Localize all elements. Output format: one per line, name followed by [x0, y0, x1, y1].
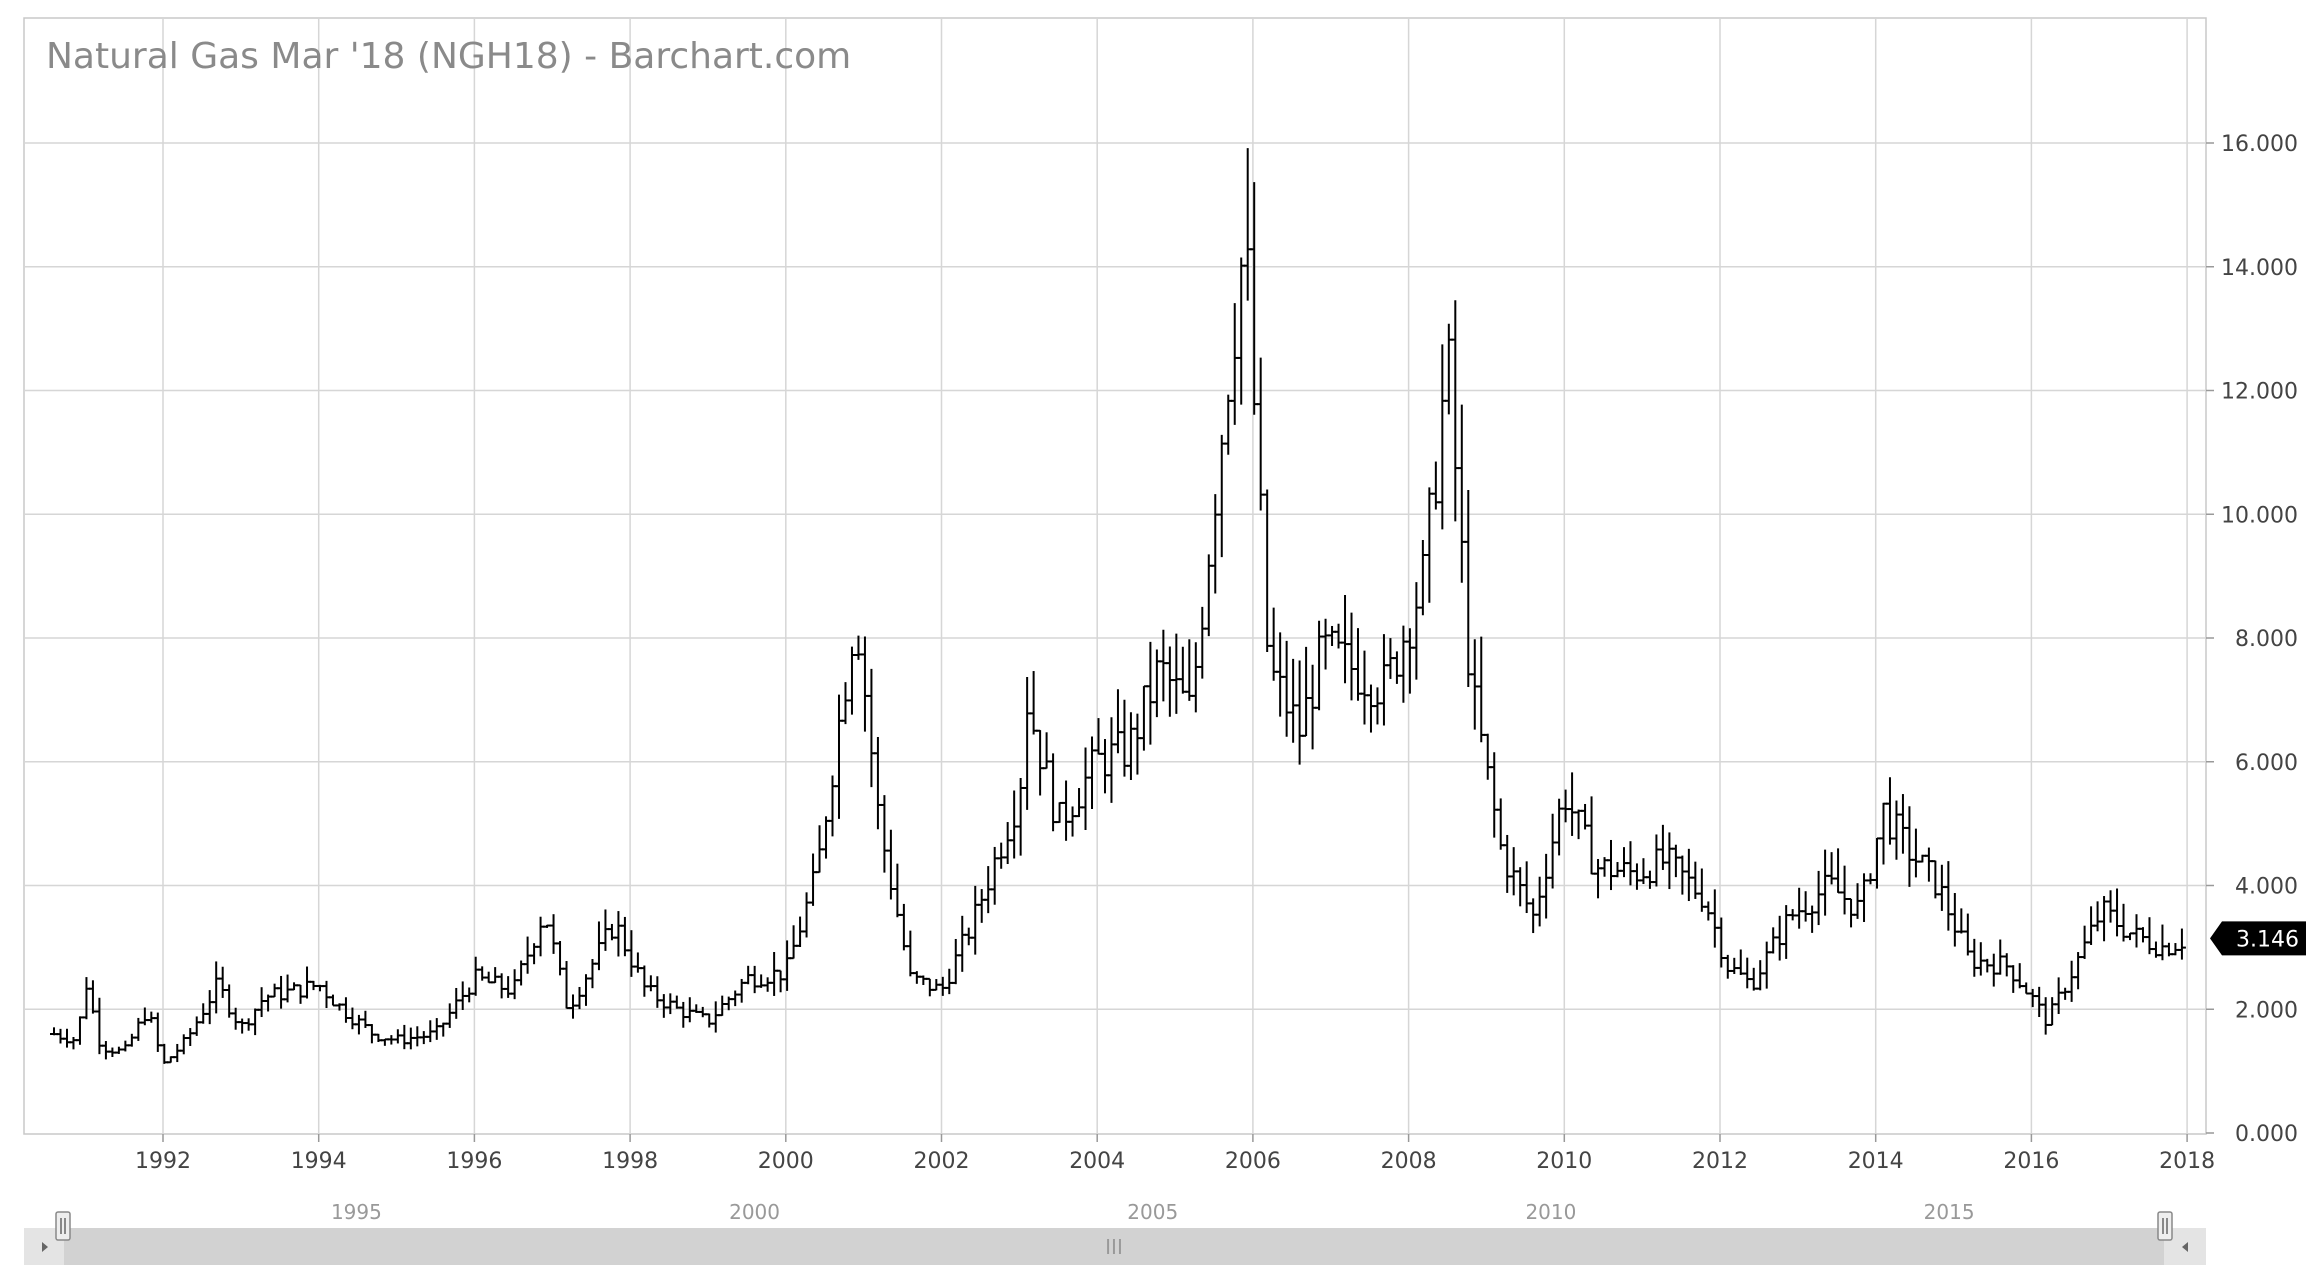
ohlc-bars: [50, 148, 2186, 1064]
y-tick-label: 4.000: [2235, 875, 2298, 900]
x-axis: 1992 1994 1996 1998 2000 2002 2004 2006 2008 2010…: [135, 1134, 2215, 1174]
x-tick-label: 2004: [1069, 1149, 1125, 1174]
last-price-label: 3.146: [2236, 927, 2299, 952]
y-tick-label: 12.000: [2221, 380, 2298, 405]
navigator-tick-label: 2005: [1127, 1200, 1178, 1224]
y-tick-label: 14.000: [2221, 256, 2298, 281]
ohlc-bar: [2177, 928, 2186, 960]
navigator-tick-label: 2010: [1525, 1200, 1576, 1224]
y-tick-label: 2.000: [2235, 998, 2298, 1023]
last-price-tag: [2210, 921, 2306, 956]
navigator-scrollbar[interactable]: [64, 1228, 2164, 1265]
chart-title: Natural Gas Mar '18 (NGH18) - Barchart.c…: [46, 36, 851, 77]
x-tick-label: 1998: [602, 1149, 658, 1174]
x-tick-label: 2002: [914, 1149, 970, 1174]
x-tick-label: 1994: [291, 1149, 347, 1174]
navigator-tick-label: 2015: [1924, 1200, 1975, 1224]
last-price-marker: 3.146: [2210, 921, 2306, 956]
navigator[interactable]: 1995 2000 2005 2010 2015 III: [24, 1200, 2206, 1265]
x-tick-label: 2006: [1225, 1149, 1281, 1174]
navigator-tick-label: 1995: [331, 1200, 382, 1224]
navigator-left-handle[interactable]: [55, 1211, 71, 1241]
navigator-tick-label: 2000: [729, 1200, 780, 1224]
x-tick-label: 2008: [1381, 1149, 1437, 1174]
x-tick-label: 1996: [446, 1149, 502, 1174]
y-tick-label: 10.000: [2221, 503, 2298, 528]
scrollbar-grip[interactable]: III: [1105, 1235, 1123, 1259]
x-tick-label: 1992: [135, 1149, 191, 1174]
y-axis: 0.000 2.000 4.000 6.000 8.000 10.000 12.000 14.…: [2206, 132, 2298, 1147]
x-tick-label: 2018: [2159, 1149, 2215, 1174]
x-tick-label: 2000: [758, 1149, 814, 1174]
y-tick-label: 6.000: [2235, 751, 2298, 776]
x-tick-label: 2014: [1848, 1149, 1904, 1174]
plot-frame: [23, 17, 2207, 1135]
navigator-axis: 1995 2000 2005 2010 2015: [331, 1200, 1975, 1224]
navigator-right-handle[interactable]: [2157, 1211, 2173, 1241]
scroll-right-arrow-icon[interactable]: [2182, 1242, 2188, 1252]
y-tick-label: 16.000: [2221, 132, 2298, 157]
x-tick-label: 2010: [1536, 1149, 1592, 1174]
y-tick-label: 8.000: [2235, 627, 2298, 652]
x-tick-label: 2016: [2003, 1149, 2059, 1174]
y-tick-label: 0.000: [2235, 1122, 2298, 1147]
x-tick-label: 2012: [1692, 1149, 1748, 1174]
grid: [24, 18, 2206, 1134]
scroll-left-arrow-icon[interactable]: [42, 1242, 48, 1252]
